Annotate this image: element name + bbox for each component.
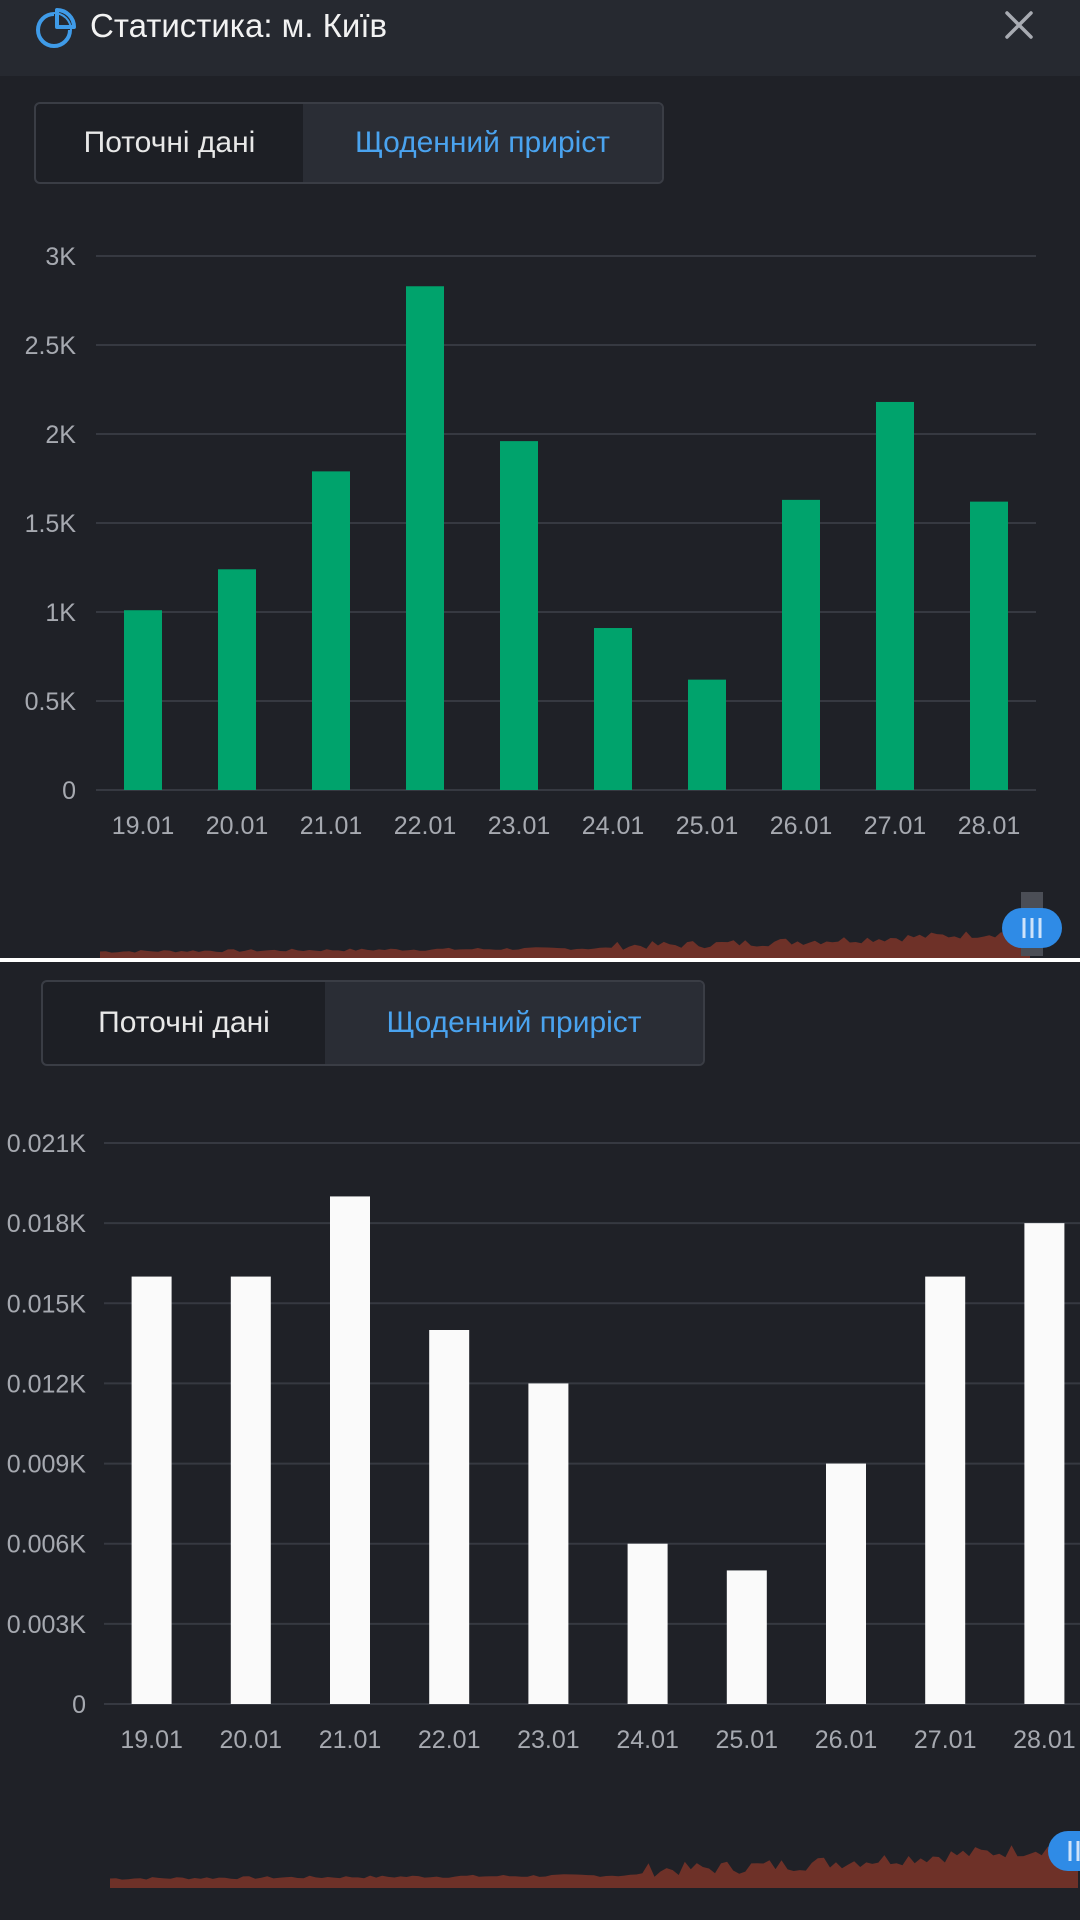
x-tick-label: 23.01 [517, 1726, 580, 1754]
chart1-bar-26.01[interactable] [782, 499, 820, 790]
x-tick-label: 27.01 [914, 1726, 977, 1754]
y-tick-label: 1K [45, 599, 76, 627]
tab-current-data[interactable]: Поточні дані [83, 126, 256, 159]
x-tick-label: 22.01 [418, 1726, 481, 1754]
x-tick-label: 21.01 [319, 1726, 382, 1754]
y-tick-label: 0.006K [7, 1531, 87, 1559]
page-title: Статистика: м. Київ [90, 7, 388, 44]
chart1-bar-22.01[interactable] [406, 286, 444, 790]
chart2-minimap-area [110, 1840, 1078, 1888]
chart2-bar-21.01[interactable] [330, 1196, 370, 1704]
x-tick-label: 28.01 [1013, 1726, 1076, 1754]
chart2-bar-23.01[interactable] [528, 1383, 569, 1704]
y-tick-label: 0.012K [7, 1370, 87, 1398]
x-tick-label: 24.01 [582, 812, 645, 840]
y-tick-label: 2.5K [25, 332, 77, 360]
tab-bar: Поточні дані Щоденний приріст [41, 980, 705, 1066]
chart2-zoom-handle[interactable] [1048, 1831, 1080, 1871]
window-header: Статистика: м. Київ [0, 0, 1080, 76]
stats-panel-bottom: Поточні дані Щоденний приріст 0 0.003K 0.0… [0, 962, 1080, 1920]
y-tick-label: 1.5K [25, 510, 77, 538]
bar-chart-daily-growth: 0 0.5K 1K 1.5K 2K 2.5K 3K 19.01 20.01 21.01 22.01 2… [25, 243, 1062, 958]
chart2-bar-26.01[interactable] [826, 1463, 866, 1704]
y-tick-label: 0.003K [7, 1611, 87, 1639]
x-tick-label: 26.01 [815, 1726, 878, 1754]
x-tick-label: 28.01 [958, 812, 1021, 840]
chart2-bar-22.01[interactable] [429, 1330, 470, 1704]
chart1-bar-28.01[interactable] [970, 501, 1008, 790]
x-tick-label: 20.01 [206, 812, 269, 840]
pie-chart-icon [36, 8, 76, 48]
y-tick-label: 0.021K [7, 1130, 87, 1158]
chart1-bar-27.01[interactable] [876, 401, 914, 790]
y-tick-label: 2K [45, 421, 76, 449]
tab-bar: Поточні дані Щоденний приріст [34, 102, 664, 184]
chart1-bar-19.01[interactable] [124, 610, 162, 790]
tab-current-data[interactable]: Поточні дані [98, 1006, 270, 1039]
chart1-zoom-handle[interactable] [1002, 892, 1062, 956]
x-tick-label: 19.01 [112, 812, 175, 840]
y-tick-label: 0.009K [7, 1451, 87, 1479]
chart1-bar-21.01[interactable] [312, 471, 350, 790]
x-tick-label: 20.01 [220, 1726, 283, 1754]
chart2-bar-20.01[interactable] [230, 1276, 271, 1704]
y-tick-label: 0.5K [25, 688, 77, 716]
x-tick-label: 23.01 [488, 812, 551, 840]
y-tick-label: 0 [62, 777, 76, 805]
chart1-bar-23.01[interactable] [500, 441, 538, 790]
x-tick-label: 24.01 [616, 1726, 679, 1754]
y-tick-label: 0 [72, 1691, 86, 1719]
chart1-bar-24.01[interactable] [594, 628, 632, 790]
y-tick-label: 0.018K [7, 1210, 87, 1238]
chart1-bar-20.01[interactable] [218, 569, 256, 790]
x-tick-label: 21.01 [300, 812, 363, 840]
tab-daily-growth[interactable]: Щоденний приріст [325, 982, 703, 1064]
chart1-minimap-area [100, 928, 1030, 958]
y-tick-label: 3K [45, 243, 76, 271]
screenshot-divider [0, 958, 1080, 962]
bar-chart-daily-growth-deaths: 0 0.003K 0.006K 0.009K 0.012K 0.015K 0.018K 0.0… [7, 1130, 1080, 1888]
chart2-bar-19.01[interactable] [131, 1276, 172, 1704]
x-tick-label: 26.01 [770, 812, 833, 840]
x-tick-label: 25.01 [716, 1726, 779, 1754]
chart2-bar-25.01[interactable] [726, 1570, 767, 1704]
chart2-bar-28.01[interactable] [1024, 1223, 1065, 1704]
close-icon[interactable] [1002, 8, 1036, 42]
x-tick-label: 25.01 [676, 812, 739, 840]
stats-panel-top: Поточні дані Щоденний приріст 0 0.5K 1K 1.5… [0, 76, 1080, 958]
x-tick-label: 19.01 [120, 1726, 183, 1754]
x-tick-label: 27.01 [864, 812, 927, 840]
chart2-bar-24.01[interactable] [627, 1543, 668, 1704]
x-tick-label: 22.01 [394, 812, 457, 840]
chart2-bar-27.01[interactable] [925, 1276, 966, 1704]
chart1-bar-25.01[interactable] [688, 679, 726, 790]
y-tick-label: 0.015K [7, 1290, 87, 1318]
tab-daily-growth[interactable]: Щоденний приріст [303, 104, 662, 182]
